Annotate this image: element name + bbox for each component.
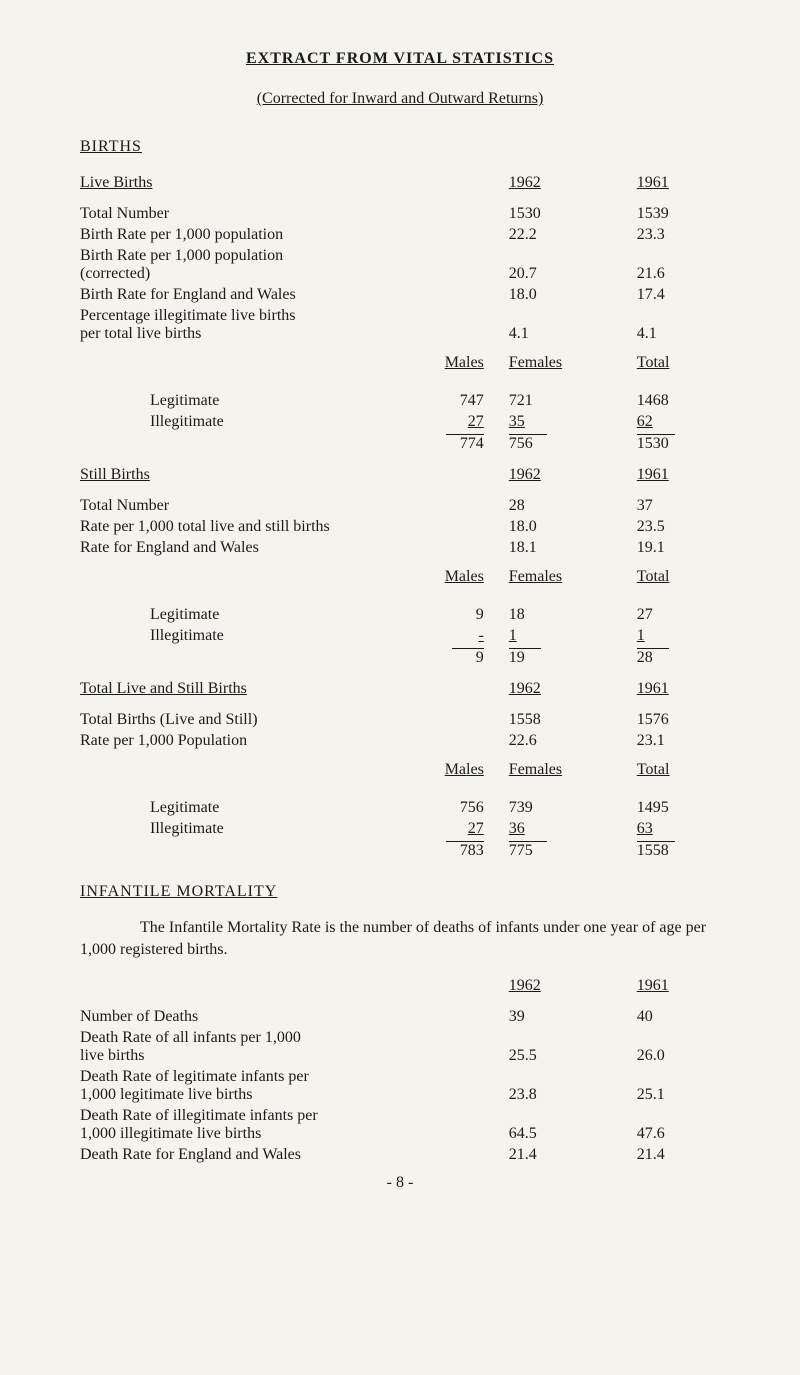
still-births-table: Still Births 1962 1961 Total Number 2837… <box>80 454 720 668</box>
infantile-paragraph: The Infantile Mortality Rate is the numb… <box>80 917 720 962</box>
table-row: Death Rate of legitimate infants per 1,0… <box>80 1067 720 1106</box>
table-row: Illegitimate - 1 1 <box>80 625 720 646</box>
table-row: Legitimate 756 739 1495 <box>80 797 720 818</box>
table-row: 9 19 28 <box>80 646 720 668</box>
table-row: Legitimate 9 18 27 <box>80 604 720 625</box>
year-1961: 1961 <box>637 174 669 191</box>
table-row: Rate per 1,000 Population 22.623.1 <box>80 730 720 751</box>
births-heading: BIRTHS <box>80 138 720 156</box>
live-births-table: Live Births 1962 1961 Total Number 15301… <box>80 172 720 454</box>
page-subtitle: (Corrected for Inward and Outward Return… <box>80 90 720 108</box>
table-row: Total Number 15301539 <box>80 203 720 224</box>
table-row: 783 775 1558 <box>80 839 720 861</box>
year-1962: 1962 <box>509 174 541 191</box>
total-head: Total <box>637 354 670 371</box>
table-row: Rate per 1,000 total live and still birt… <box>80 516 720 537</box>
table-row: Death Rate for England and Wales 21.421.… <box>80 1145 720 1166</box>
infantile-table: 1962 1961 Number of Deaths 3940 Death Ra… <box>80 976 720 1166</box>
table-row: Percentage illegitimate live births per … <box>80 305 720 344</box>
page-number: - 8 - <box>80 1174 720 1192</box>
table-row: Death Rate of illegitimate infants per 1… <box>80 1106 720 1145</box>
males-head: Males <box>445 354 484 371</box>
table-row: Total Number 2837 <box>80 495 720 516</box>
table-row: Total Births (Live and Still) 15581576 <box>80 709 720 730</box>
page-title: EXTRACT FROM VITAL STATISTICS <box>80 50 720 68</box>
table-row: Illegitimate 27 36 63 <box>80 818 720 839</box>
table-row: Illegitimate 27 35 62 <box>80 411 720 432</box>
table-row: Death Rate of all infants per 1,000 live… <box>80 1028 720 1067</box>
total-live-still-head: Total Live and Still Births <box>80 678 432 699</box>
table-row: Birth Rate per 1,000 population (correct… <box>80 245 720 284</box>
females-head: Females <box>509 354 562 371</box>
table-row: Rate for England and Wales 18.119.1 <box>80 537 720 558</box>
table-row: Birth Rate per 1,000 population 22.223.3 <box>80 224 720 245</box>
table-row: 774 756 1530 <box>80 432 720 454</box>
table-row: Legitimate 747 721 1468 <box>80 390 720 411</box>
total-live-still-table: Total Live and Still Births 1962 1961 To… <box>80 668 720 861</box>
table-row: Number of Deaths 3940 <box>80 1007 720 1028</box>
table-row: Birth Rate for England and Wales 18.017.… <box>80 284 720 305</box>
live-births-head: Live Births <box>80 172 432 193</box>
still-births-head: Still Births <box>80 464 432 485</box>
infantile-heading: INFANTILE MORTALITY <box>80 883 720 901</box>
